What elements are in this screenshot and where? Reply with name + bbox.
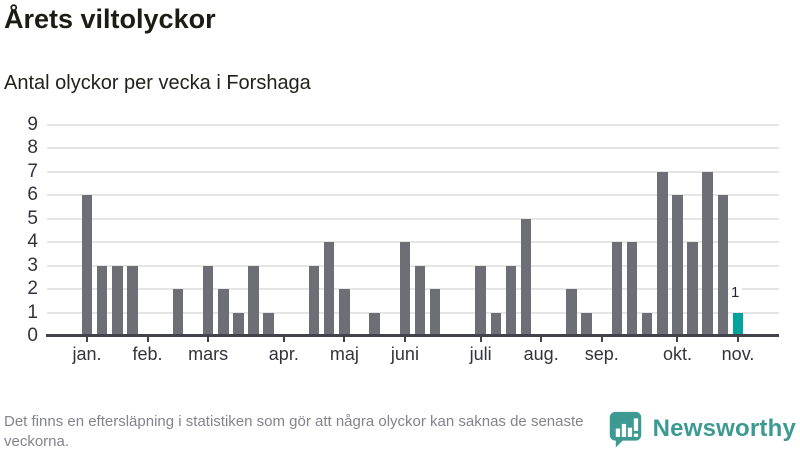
y-axis-tick-label: 5 [27,207,38,229]
gridline [47,170,779,173]
bar [490,312,502,336]
x-axis-month-label: aug. [523,344,559,364]
x-axis-month-label: okt. [662,344,692,364]
bar-highlighted [732,312,744,336]
bar [399,242,411,336]
bar [248,265,259,336]
x-axis-tick [146,336,149,342]
x-axis-month-label: juli [469,344,492,364]
x-axis-tick [343,336,346,342]
x-axis-month-label: feb. [132,344,163,364]
y-axis-tick-label: 4 [27,231,38,252]
footnote: Det finns en eftersläpning i statistiken… [4,413,584,451]
bar [672,195,683,336]
x-axis-tick [282,336,285,342]
gridline [47,241,779,243]
x-axis-month-label: apr. [268,344,299,364]
gridline [47,194,779,196]
x-axis-month-label: juni [390,344,419,364]
brand-name: Newsworthy [652,415,796,442]
x-axis-month-label: mars [188,344,229,364]
x-axis-month-label: maj [329,344,359,364]
bar [233,312,244,336]
gridline [47,123,779,126]
bar [717,195,729,336]
gridline [47,311,779,314]
y-axis-tick-label: 2 [27,278,38,299]
bar [657,171,668,336]
x-axis-tick [207,336,210,342]
bar [127,265,138,336]
bar [369,312,380,336]
x-axis-tick [86,336,88,342]
bar [611,242,623,336]
bar [339,289,350,336]
x-axis-tick [540,336,543,342]
page-title: Årets viltolyckor [4,4,216,34]
x-axis-tick [676,336,679,342]
x-axis-tick [600,336,603,342]
x-axis-month-label: sep. [584,344,619,364]
newsworthy-brand: Newsworthy [607,409,796,449]
bar [641,312,653,336]
x-axis-tick [403,336,406,342]
x-axis-month-label: nov. [721,344,755,364]
y-axis-tick-label: 6 [27,184,38,205]
bar [702,171,713,336]
y-axis-tick-label: 1 [27,301,38,323]
x-axis-tick [479,336,482,342]
gridline [47,288,779,290]
bar [687,242,698,336]
bar [505,265,517,336]
x-axis-month-label: jan. [72,344,102,364]
bar [323,242,335,336]
bar [81,195,93,336]
y-axis-tick-label: 0 [27,325,38,346]
newsworthy-logo-icon [609,411,641,448]
x-axis-tick [737,336,740,342]
bar [308,265,320,336]
bar [96,265,108,336]
bar [429,289,441,336]
bar [218,289,229,336]
bar [414,265,426,336]
x-axis-line [46,334,779,337]
bar [202,265,214,336]
bar [475,265,486,336]
bar [626,242,638,336]
bar [566,289,577,336]
y-axis-tick-label: 9 [27,113,38,135]
bar [172,289,184,336]
gridline [47,217,779,220]
bar [263,312,274,336]
y-axis-tick-label: 3 [27,254,38,276]
gridline [47,147,779,149]
y-axis-tick-label: 8 [27,137,38,158]
gridline [47,264,779,267]
y-axis-tick-label: 7 [27,160,38,182]
chart-subtitle: Antal olyckor per vecka i Forshaga [4,72,311,94]
highlight-value-label: 1 [728,283,743,302]
bar [112,265,123,336]
bar [520,218,532,336]
bar [581,312,592,336]
